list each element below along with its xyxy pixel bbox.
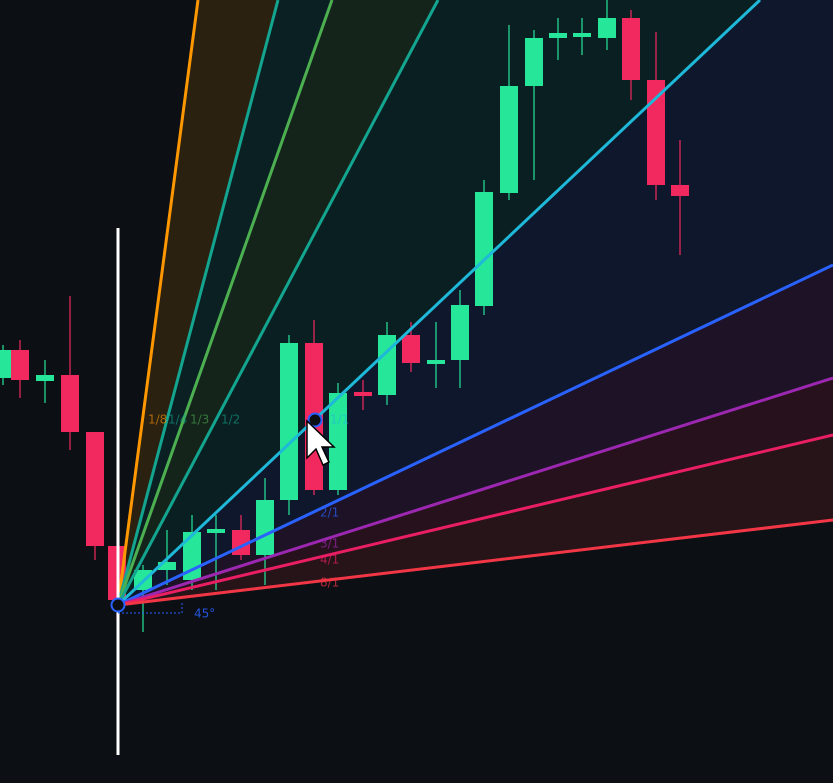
- candle-body: [329, 393, 347, 490]
- mouse-cursor: [306, 419, 336, 467]
- fan-labels: 1/8 1/4 1/3 1/2 1/1 2/1 3/1 4/1 8/1 45°: [148, 413, 349, 621]
- fan-line: [116, 0, 440, 606]
- fan-line: [117, 433, 833, 607]
- fan-lines: [116, 0, 833, 607]
- candle-body: [451, 305, 469, 360]
- fan-line: [116, 0, 200, 606]
- fan-line: [116, 0, 334, 606]
- fan-label: 1/4: [168, 413, 187, 427]
- candle-body: [525, 38, 543, 86]
- fan-label: 8/1: [320, 576, 339, 590]
- fan-label: 1/8: [148, 413, 167, 427]
- fan-line: [117, 263, 833, 607]
- candle-body: [36, 375, 54, 381]
- fan-label: 1/1: [330, 413, 349, 427]
- anchor-handle[interactable]: [110, 597, 126, 613]
- fan-label: 1/3: [190, 413, 209, 427]
- scale-handle[interactable]: [307, 412, 323, 428]
- candles: [0, 0, 689, 632]
- candle-body: [598, 18, 616, 38]
- candle-body: [207, 529, 225, 533]
- candle-body: [61, 375, 79, 432]
- candle-body: [549, 33, 567, 38]
- candle-body: [402, 335, 420, 363]
- candle-body: [573, 33, 591, 37]
- candle-body: [647, 80, 665, 185]
- candle-body: [475, 192, 493, 306]
- angle-label: 45°: [194, 607, 215, 621]
- fan-line: [116, 0, 762, 607]
- candle-body: [0, 350, 12, 378]
- candle-body: [671, 185, 689, 196]
- fan-line: [116, 0, 280, 606]
- fan-label: 1/2: [221, 413, 240, 427]
- fan-line: [117, 518, 833, 607]
- angle-guide: [118, 602, 183, 614]
- candle-body: [500, 86, 518, 193]
- candle-body: [11, 350, 29, 380]
- fan-label: 3/1: [320, 537, 339, 551]
- candle-body: [158, 562, 176, 570]
- candle-body: [280, 343, 298, 500]
- fan-line: [117, 376, 833, 607]
- fan-label: 4/1: [320, 553, 339, 567]
- candle-body: [354, 392, 372, 396]
- candle-body: [256, 500, 274, 555]
- candle-body: [622, 18, 640, 80]
- candle-body: [427, 360, 445, 364]
- candle-body: [86, 432, 104, 546]
- fan-label: 2/1: [320, 506, 339, 520]
- candle-body: [378, 335, 396, 395]
